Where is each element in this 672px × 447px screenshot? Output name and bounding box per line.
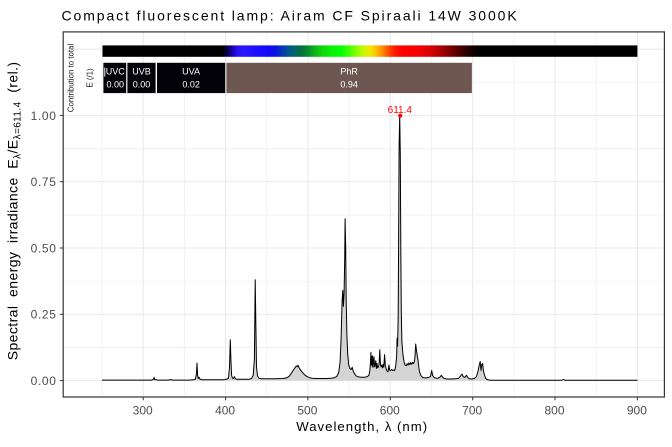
svg-text:UVC: UVC — [106, 67, 126, 77]
svg-text:0.00: 0.00 — [107, 80, 125, 90]
svg-text:900: 900 — [627, 404, 647, 418]
svg-text:0.00: 0.00 — [31, 374, 57, 388]
svg-text:0.94: 0.94 — [340, 80, 358, 90]
svg-text:Compact fluorescent lamp: Aira: Compact fluorescent lamp: Airam CF Spira… — [62, 7, 519, 23]
svg-text:600: 600 — [380, 404, 400, 418]
svg-text:611.4: 611.4 — [388, 105, 413, 116]
svg-text:E (/1): E (/1) — [85, 68, 94, 88]
svg-text:400: 400 — [215, 404, 235, 418]
svg-text:300: 300 — [133, 404, 153, 418]
svg-text:Contribution to total: Contribution to total — [67, 44, 76, 113]
svg-text:Wavelength, λ (nm): Wavelength, λ (nm) — [296, 419, 428, 434]
svg-text:0.02: 0.02 — [182, 80, 200, 90]
svg-text:500: 500 — [297, 404, 317, 418]
svg-text:0.00: 0.00 — [133, 80, 151, 90]
svg-text:1.00: 1.00 — [31, 109, 57, 123]
svg-text:UVB: UVB — [132, 67, 151, 77]
svg-text:0.50: 0.50 — [31, 241, 57, 255]
svg-text:0.25: 0.25 — [31, 308, 57, 322]
svg-text:700: 700 — [462, 404, 482, 418]
svg-text:UVA: UVA — [182, 67, 200, 77]
svg-text:800: 800 — [544, 404, 564, 418]
svg-text:0.75: 0.75 — [31, 175, 57, 189]
svg-text:PhR: PhR — [340, 67, 358, 77]
